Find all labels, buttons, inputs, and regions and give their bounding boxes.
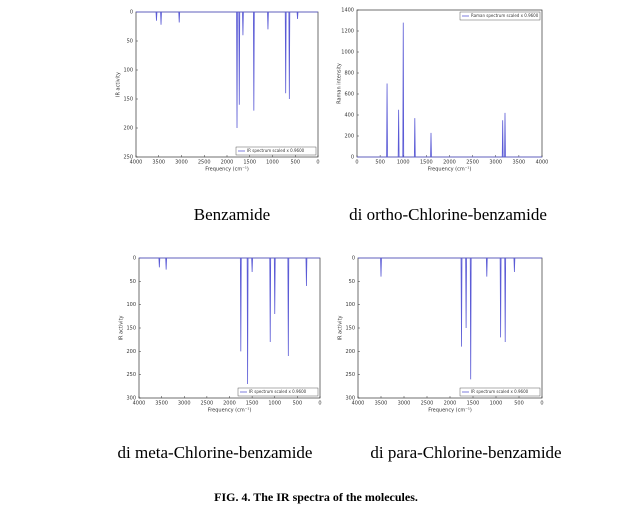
caption: di para-Chlorine-benzamide bbox=[370, 443, 562, 462]
y-tick-label: 0 bbox=[351, 155, 354, 161]
x-axis-label: Frequency (cm⁻¹) bbox=[428, 408, 472, 414]
x-tick-label: 1500 bbox=[246, 401, 259, 407]
y-tick-label: 1000 bbox=[341, 50, 354, 56]
spectrum-line bbox=[357, 22, 542, 158]
legend-box bbox=[459, 11, 541, 21]
y-tick-label: 100 bbox=[345, 302, 355, 308]
y-tick-label: 150 bbox=[126, 326, 136, 332]
x-tick-label: 0 bbox=[318, 401, 321, 407]
x-tick-label: 3000 bbox=[489, 160, 502, 166]
caption: di ortho-Chlorine-benzamide bbox=[349, 205, 547, 224]
legend-label: Raman spectrum scaled x 0.9600 bbox=[471, 13, 539, 18]
x-tick-label: 2000 bbox=[444, 401, 457, 407]
x-tick-label: 4000 bbox=[133, 401, 146, 407]
x-tick-label: 0 bbox=[355, 160, 358, 166]
x-tick-label: 1500 bbox=[467, 401, 480, 407]
y-tick-label: 0 bbox=[352, 256, 355, 262]
x-tick-label: 4000 bbox=[536, 160, 549, 166]
x-tick-label: 1000 bbox=[490, 401, 503, 407]
y-tick-label: 1400 bbox=[341, 8, 354, 14]
x-tick-label: 1000 bbox=[268, 401, 281, 407]
spectrum-line bbox=[358, 257, 542, 380]
y-axis-label: IR activity bbox=[119, 315, 125, 340]
y-tick-label: 250 bbox=[123, 155, 133, 161]
legend-box bbox=[459, 387, 541, 397]
x-tick-label: 1500 bbox=[243, 160, 256, 166]
legend-box bbox=[237, 387, 319, 397]
x-tick-label: 4000 bbox=[130, 160, 143, 166]
x-tick-label: 500 bbox=[375, 160, 385, 166]
y-tick-label: 100 bbox=[126, 302, 136, 308]
x-tick-label: 2500 bbox=[201, 401, 214, 407]
y-tick-label: 50 bbox=[349, 279, 355, 285]
spectrum-line bbox=[139, 257, 320, 385]
y-tick-label: 0 bbox=[130, 10, 133, 16]
y-tick-label: 200 bbox=[123, 126, 133, 132]
caption: Benzamide bbox=[193, 205, 271, 224]
y-tick-label: 1200 bbox=[341, 29, 354, 35]
y-axis-label: IR activity bbox=[116, 72, 122, 97]
legend-label: IR spectrum scaled x 0.9600 bbox=[249, 389, 307, 394]
x-tick-label: 1000 bbox=[397, 160, 410, 166]
x-tick-label: 3500 bbox=[152, 160, 165, 166]
x-tick-label: 2500 bbox=[421, 401, 434, 407]
x-tick-label: 3000 bbox=[178, 401, 191, 407]
x-tick-label: 500 bbox=[290, 160, 300, 166]
legend-box bbox=[235, 146, 317, 156]
y-tick-label: 200 bbox=[345, 349, 355, 355]
y-tick-label: 150 bbox=[123, 97, 133, 103]
x-axis-label: Frequency (cm⁻¹) bbox=[205, 167, 249, 173]
x-tick-label: 3500 bbox=[155, 401, 168, 407]
plot-frame bbox=[357, 257, 543, 399]
y-tick-label: 250 bbox=[345, 372, 355, 378]
x-tick-label: 4000 bbox=[352, 401, 365, 407]
plot-frame bbox=[356, 9, 543, 158]
y-tick-label: 200 bbox=[344, 134, 354, 140]
x-tick-label: 0 bbox=[316, 160, 319, 166]
plot-frame bbox=[135, 11, 319, 158]
x-tick-label: 3500 bbox=[375, 401, 388, 407]
x-axis-label: Frequency (cm⁻¹) bbox=[208, 408, 252, 414]
y-tick-label: 800 bbox=[344, 71, 354, 77]
x-tick-label: 3000 bbox=[398, 401, 411, 407]
x-tick-label: 3500 bbox=[513, 160, 526, 166]
x-tick-label: 500 bbox=[293, 401, 303, 407]
y-tick-label: 200 bbox=[126, 349, 136, 355]
figure-caption: FIG. 4. The IR spectra of the molecules. bbox=[214, 490, 418, 504]
x-tick-label: 2000 bbox=[221, 160, 234, 166]
y-tick-label: 150 bbox=[345, 326, 355, 332]
y-axis-label: IR activity bbox=[338, 315, 344, 340]
spectrum-line bbox=[136, 11, 318, 129]
legend-label: IR spectrum scaled x 0.9600 bbox=[247, 148, 305, 153]
x-axis-label: Frequency (cm⁻¹) bbox=[428, 167, 472, 173]
x-tick-label: 2500 bbox=[198, 160, 211, 166]
y-tick-label: 0 bbox=[133, 256, 136, 262]
x-tick-label: 2000 bbox=[223, 401, 236, 407]
x-tick-label: 3000 bbox=[175, 160, 188, 166]
x-tick-label: 0 bbox=[540, 401, 543, 407]
caption: di meta-Chlorine-benzamide bbox=[117, 443, 313, 462]
plot-frame bbox=[138, 257, 321, 399]
x-tick-label: 1500 bbox=[420, 160, 433, 166]
y-tick-label: 50 bbox=[127, 39, 133, 45]
y-tick-label: 600 bbox=[344, 92, 354, 98]
legend-label: IR spectrum scaled x 0.9600 bbox=[471, 389, 529, 394]
x-tick-label: 500 bbox=[514, 401, 524, 407]
y-tick-label: 50 bbox=[130, 279, 136, 285]
y-axis-label: Raman intensity bbox=[337, 63, 343, 104]
y-tick-label: 250 bbox=[126, 372, 136, 378]
y-tick-label: 300 bbox=[126, 396, 136, 402]
x-tick-label: 2500 bbox=[466, 160, 479, 166]
y-tick-label: 400 bbox=[344, 113, 354, 119]
x-tick-label: 1000 bbox=[266, 160, 279, 166]
y-tick-label: 100 bbox=[123, 68, 133, 74]
x-tick-label: 2000 bbox=[443, 160, 456, 166]
y-tick-label: 300 bbox=[345, 396, 355, 402]
